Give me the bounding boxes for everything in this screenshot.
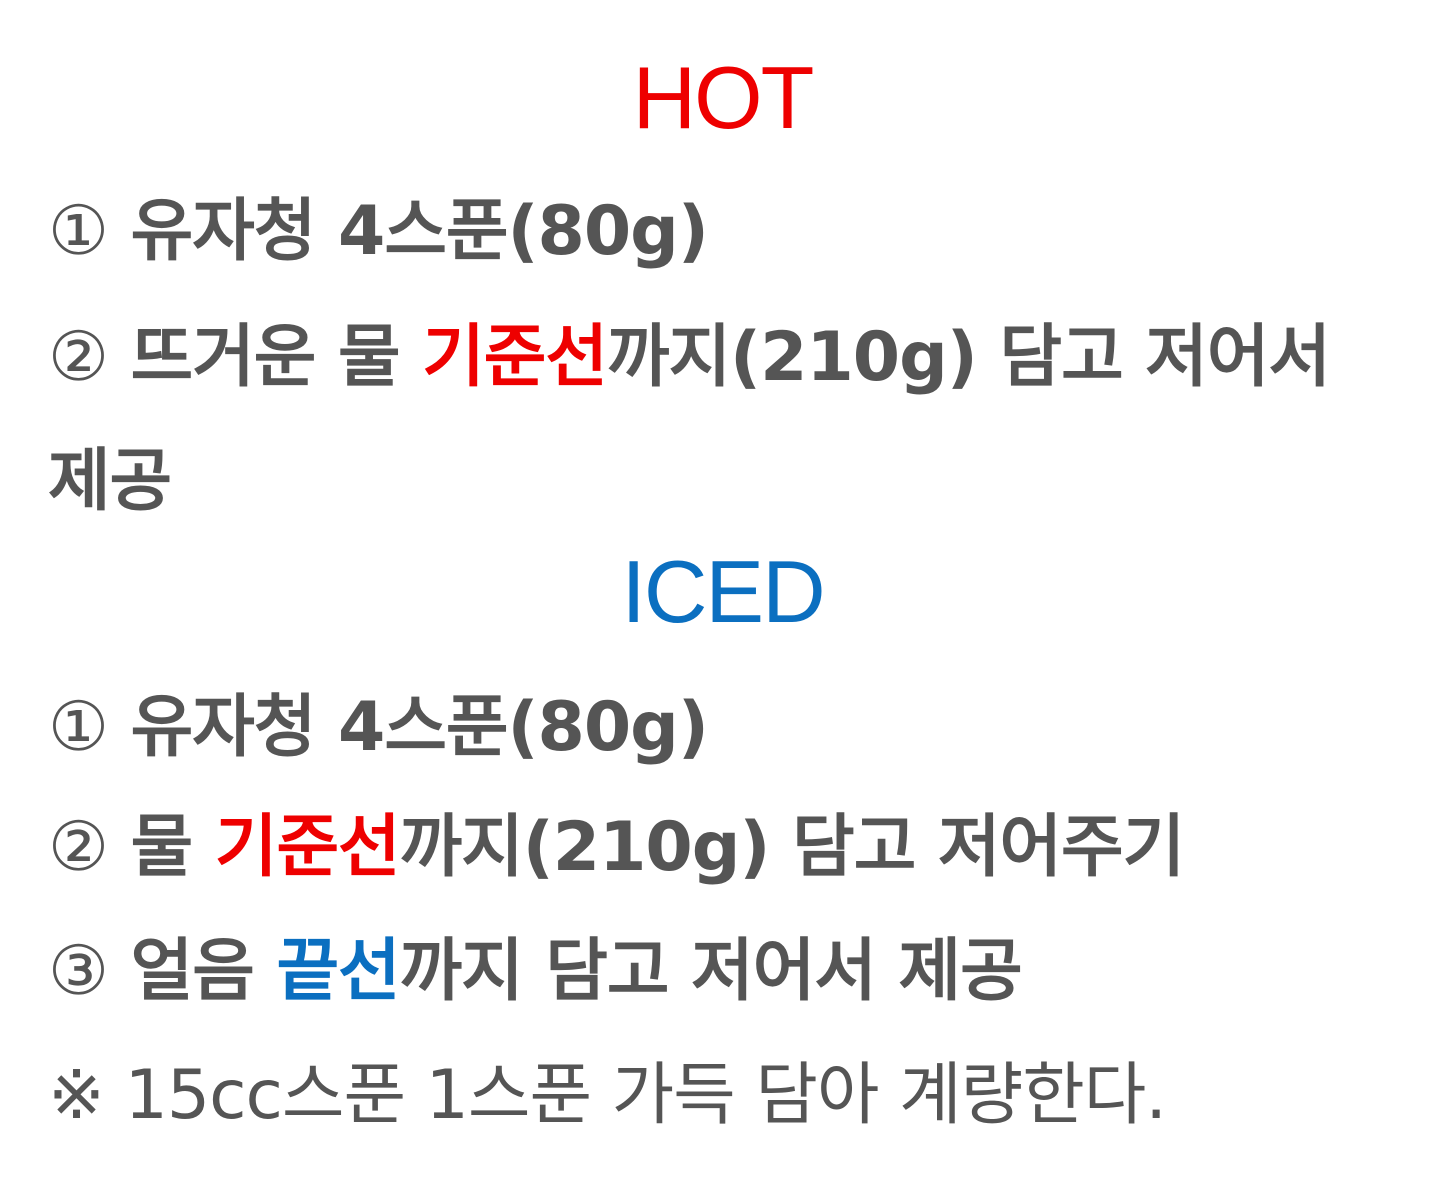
hot-step-1: ① 유자청 4스푼(80g) [48,170,1408,294]
step-text-after: 까지(210g) 담고 저어서 제공 [48,318,1331,521]
step-text-before: 얼음 [130,932,277,1011]
iced-heading: ICED [621,542,825,641]
step-text: 유자청 4스푼(80g) [130,192,709,271]
step-text-before: 물 [130,808,215,887]
step-marker: ① [48,192,109,271]
highlight-baseline: 기준선 [214,808,401,887]
iced-step-3: ③ 얼음 끝선까지 담고 저어서 제공 [48,910,1408,1034]
step-text-after: 까지(210g) 담고 저어주기 [399,808,1186,887]
step-text: 유자청 4스푼(80g) [130,688,709,767]
step-marker: ③ [48,932,109,1011]
step-marker: ② [48,318,109,397]
iced-step-1: ① 유자청 4스푼(80g) [48,666,1408,790]
step-text-after: 까지 담고 저어서 제공 [399,932,1023,1011]
hot-step-2: ② 뜨거운 물 기준선까지(210g) 담고 저어서 제공 [48,296,1408,544]
measurement-note: ※ 15cc스푼 1스푼 가득 담아 계량한다. [48,1056,1167,1135]
highlight-baseline: 기준선 [422,318,608,397]
step-marker: ① [48,688,109,767]
step-marker: ② [48,808,109,887]
step-text-before: 뜨거운 물 [130,318,423,397]
iced-step-2: ② 물 기준선까지(210g) 담고 저어주기 [48,786,1408,910]
highlight-endline: 끝선 [276,932,400,1011]
hot-heading: HOT [632,48,815,147]
